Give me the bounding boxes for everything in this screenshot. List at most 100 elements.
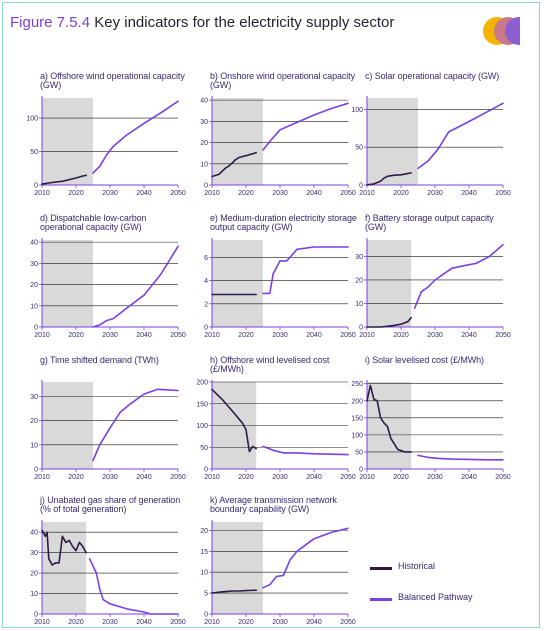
y-tick-label: 5 [204, 591, 208, 598]
y-tick-label: 50 [355, 145, 363, 152]
chart-plot: 0 5 10 15 20 2010 2020 2030 2040 2050 [200, 520, 356, 626]
y-tick-label: 40 [200, 98, 208, 105]
historical-shading [367, 382, 412, 469]
historical-shading [212, 522, 263, 614]
x-tick-label: 2050 [340, 332, 356, 339]
chart-plot: 0 50 100 2010 2020 2030 2040 2050 [26, 96, 186, 197]
x-tick-label: 2030 [272, 190, 288, 197]
x-tick-label: 2010 [204, 474, 220, 481]
logo-icon [483, 15, 532, 47]
x-tick-label: 2030 [102, 619, 118, 626]
x-tick-label: 2050 [170, 332, 186, 339]
y-tick-label: 200 [351, 398, 363, 405]
x-tick-label: 2040 [136, 332, 152, 339]
x-tick-label: 2020 [68, 332, 84, 339]
x-tick-label: 2050 [170, 474, 186, 481]
chart-e: e) Medium-duration electricity storage o… [190, 214, 360, 340]
y-tick-label: 0 [204, 183, 208, 190]
x-tick-label: 2040 [306, 474, 322, 481]
x-tick-label: 2040 [136, 619, 152, 626]
x-tick-label: 2020 [238, 474, 254, 481]
series-historical-line [366, 172, 412, 186]
y-tick-label: 20 [200, 140, 208, 147]
x-tick-label: 2010 [204, 190, 220, 197]
historical-shading [212, 98, 263, 185]
x-tick-label: 2020 [393, 474, 409, 481]
y-tick-label: 0 [359, 183, 363, 190]
series-pathway-line [262, 445, 349, 456]
y-tick-label: 6 [204, 255, 208, 262]
series-pathway-line [92, 388, 179, 462]
series-pathway-line [417, 454, 504, 461]
y-tick-label: 0 [359, 467, 363, 474]
x-tick-label: 2010 [204, 619, 220, 626]
x-tick-label: 2010 [359, 474, 375, 481]
x-tick-label: 2020 [393, 332, 409, 339]
series-pathway-line [262, 102, 349, 151]
y-tick-label: 0 [204, 325, 208, 332]
x-tick-label: 2020 [68, 619, 84, 626]
chart-title: g) Time shifted demand (TWh) [40, 355, 159, 365]
chart-title: f) Battery storage output capacity (GW) [365, 213, 494, 232]
y-tick-label: 10 [30, 442, 38, 449]
y-tick-label: 20 [200, 528, 208, 535]
chart-title: i) Solar levelised cost (£/MWh) [365, 355, 484, 365]
y-tick-label: 40 [30, 240, 38, 247]
legend-swatch-pathway [370, 598, 392, 601]
x-tick-label: 2050 [495, 190, 511, 197]
x-tick-label: 2040 [461, 190, 477, 197]
figure-number: Figure 7.5.4 [10, 14, 91, 31]
y-tick-label: 0 [34, 183, 38, 190]
series-pathway-line [92, 100, 179, 174]
series-historical-line [41, 529, 87, 566]
y-tick-label: 0 [204, 612, 208, 619]
x-tick-label: 2010 [359, 332, 375, 339]
x-tick-label: 2010 [359, 190, 375, 197]
y-tick-label: 20 [30, 418, 38, 425]
y-tick-label: 20 [30, 571, 38, 578]
x-tick-label: 2040 [306, 619, 322, 626]
series-historical-line [41, 174, 87, 185]
y-tick-label: 50 [30, 149, 38, 156]
y-tick-label: 0 [34, 325, 38, 332]
y-tick-label: 150 [196, 401, 208, 408]
x-tick-label: 2030 [272, 619, 288, 626]
y-tick-label: 30 [30, 550, 38, 557]
chart-f: f) Battery storage output capacity (GW) 0… [345, 213, 515, 340]
chart-c: c) Solar operational capacity (GW) 0 50 100… [345, 72, 515, 198]
y-tick-label: 10 [30, 303, 38, 310]
chart-i: i) Solar levelised cost (£/MWh) 0 50 100 150… [345, 355, 515, 482]
y-tick-label: 2 [204, 301, 208, 308]
chart-title: j) Unabated gas share of generation (% o… [40, 495, 181, 514]
y-tick-label: 0 [34, 467, 38, 474]
y-tick-label: 100 [26, 116, 38, 123]
x-tick-label: 2030 [272, 332, 288, 339]
historical-shading [367, 98, 418, 185]
x-tick-label: 2030 [427, 332, 443, 339]
chart-b: b) Onshore wind operational capacity (GW… [190, 72, 360, 198]
chart-plot: 0 2 4 6 2010 2020 2030 2040 2050 [204, 238, 356, 339]
x-tick-label: 2020 [68, 474, 84, 481]
x-tick-label: 2020 [238, 619, 254, 626]
legend-item-historical: Historical [370, 561, 530, 575]
chart-plot: 0 50 100 150 200 2010 2020 2030 2040 2050 [196, 380, 356, 482]
y-tick-label: 50 [355, 449, 363, 456]
y-tick-label: 100 [351, 432, 363, 439]
x-tick-label: 2050 [495, 332, 511, 339]
chart-j: j) Unabated gas share of generation (% o… [20, 495, 190, 627]
x-tick-label: 2040 [136, 190, 152, 197]
x-tick-label: 2050 [340, 619, 356, 626]
x-tick-label: 2030 [427, 474, 443, 481]
chart-title: d) Dispatchable low-carbon operational c… [40, 213, 147, 232]
chart-a: a) Offshore wind operational capacity (G… [20, 72, 190, 198]
x-tick-label: 2030 [102, 332, 118, 339]
y-tick-label: 0 [34, 612, 38, 619]
historical-shading [42, 522, 87, 614]
x-tick-label: 2030 [427, 190, 443, 197]
chart-h: h) Offshore wind levelised cost (£/MWh) 0… [190, 356, 360, 482]
legend-item-pathway: Balanced Pathway [370, 592, 530, 606]
